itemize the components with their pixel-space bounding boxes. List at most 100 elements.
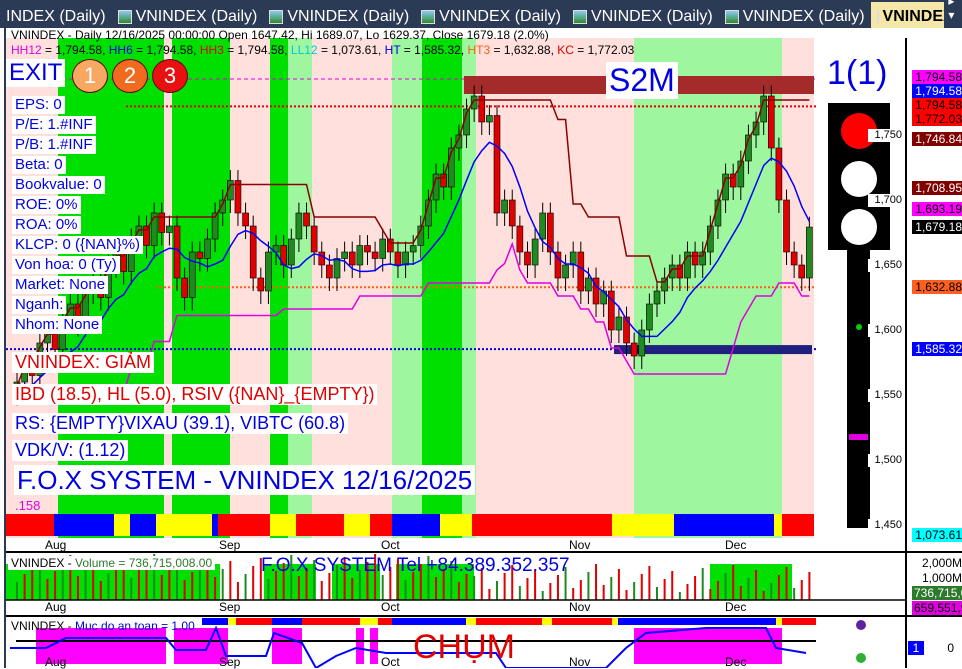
candle — [265, 251, 272, 292]
volume-bar — [724, 573, 727, 600]
price-label: 1,794.58 — [912, 98, 962, 113]
volume-bar — [518, 586, 521, 600]
trend-bar-segment — [156, 514, 174, 536]
candle — [257, 277, 265, 292]
ibd-label: IBD (18.5), HL (5.0), RSIV ({NAN}_{EMPTY… — [12, 384, 378, 405]
volume-bar — [206, 556, 209, 600]
safety-top-bar — [476, 618, 542, 625]
safety-top-bar — [236, 618, 272, 625]
trend-bar-segment — [774, 514, 782, 536]
volume-bar — [115, 565, 118, 600]
safety-top-bar — [552, 618, 612, 625]
volume-bar — [488, 589, 491, 600]
tab-label: VNINDEX (Daily) — [590, 8, 713, 25]
volume-bar — [755, 570, 758, 600]
volume-bar — [320, 581, 323, 600]
candle — [318, 251, 326, 266]
safety-band — [636, 628, 782, 664]
candle — [219, 199, 227, 214]
level-key: LL12 — [290, 43, 318, 57]
level-key: HH12 — [11, 43, 42, 57]
volume-tick: 1,000M — [921, 571, 962, 585]
trend-bar-segment — [392, 514, 440, 536]
status-label: VNINDEX: GIẢM — [12, 352, 155, 373]
candle — [394, 251, 402, 266]
safety-symbol: VNINDEX - — [11, 619, 76, 633]
candle — [402, 251, 409, 266]
volume-bar — [259, 558, 262, 600]
chum-label: CHỤM — [413, 628, 515, 666]
tab-3[interactable]: VNINDEX (Daily) — [415, 2, 567, 28]
volume-bar — [595, 564, 598, 600]
candle — [638, 329, 646, 357]
candle — [630, 342, 638, 357]
candle — [607, 290, 615, 331]
candle — [547, 212, 554, 253]
volume-bar — [221, 569, 224, 600]
volume-bar — [366, 562, 369, 600]
level-value: = 1,794.58, — [223, 43, 291, 57]
tab-2[interactable]: VNINDEX (Daily) — [263, 2, 415, 28]
y-tick-label: 1,700 — [868, 194, 904, 207]
candle — [737, 160, 745, 188]
exit-button-2[interactable]: 2 — [112, 59, 148, 93]
candle — [387, 238, 394, 253]
volume-bar — [457, 582, 460, 600]
candle — [326, 264, 333, 279]
tab-6[interactable]: VNINDEX (Dai — [870, 2, 945, 28]
volume-bar — [267, 579, 270, 600]
signal-count: 1(1) — [827, 54, 888, 92]
candle — [767, 95, 775, 149]
volume-bar — [38, 558, 41, 600]
level-key: HH6 — [108, 43, 133, 57]
info-item: Nganh: — [12, 296, 67, 314]
volume-title: VNINDEX - Volume = 736,715,008.00 — [8, 556, 216, 570]
month-label: Oct — [381, 655, 400, 669]
candle — [181, 277, 188, 298]
candle — [577, 251, 585, 292]
exit-button-3[interactable]: 3 — [152, 59, 188, 93]
chart-icon — [269, 10, 284, 24]
candle — [501, 199, 508, 214]
tab-4[interactable]: VNINDEX (Daily) — [567, 2, 719, 28]
safety-line — [10, 625, 807, 668]
candle — [440, 173, 447, 188]
volume-bar — [183, 580, 186, 600]
trend-bar-segment — [212, 514, 218, 536]
tab-scroll-buttons[interactable]: ◂ ▸ ▾ — [948, 0, 955, 22]
volume-bar — [275, 571, 278, 600]
chart-window[interactable]: VNINDEX - Daily 12/16/2025 00:00:00 Open… — [4, 28, 962, 669]
candle — [470, 95, 478, 110]
volume-bar — [808, 572, 811, 600]
exit-button-1[interactable]: 1 — [72, 59, 108, 93]
candle — [310, 225, 318, 253]
candle — [508, 199, 516, 227]
volume-bar — [381, 575, 384, 600]
volume-bar — [419, 564, 422, 600]
month-label: Sep — [219, 655, 241, 669]
volume-bar — [701, 568, 704, 600]
tab-0[interactable]: INDEX (Daily) — [0, 2, 112, 28]
volume-bar — [351, 578, 354, 600]
month-label: Dec — [725, 655, 747, 669]
trend-bar-segment — [296, 514, 344, 536]
volume-bar — [313, 560, 316, 600]
candle — [623, 316, 630, 344]
tab-label: VNINDEX (Dai — [882, 8, 945, 25]
tab-5[interactable]: VNINDEX (Daily) — [719, 2, 871, 28]
trend-bar-segment — [370, 514, 392, 536]
tab-1[interactable]: VNINDEX (Daily) — [112, 2, 264, 28]
purple-dot — [856, 620, 866, 630]
info-item: Bookvalue: 0 — [12, 176, 105, 194]
price-label: 1,693.19 — [912, 201, 962, 216]
volume-bar — [526, 578, 529, 600]
trend-bar-segment — [218, 514, 270, 536]
rs-label: RS: {EMPTY}VIXAU (39.1), VIBTC (60.8) — [12, 413, 349, 434]
price-label: 1,073.61 — [912, 528, 962, 542]
candle — [188, 251, 196, 298]
price-chart[interactable] — [6, 28, 962, 668]
candle — [592, 277, 600, 305]
level-value: = 1,772.03 — [573, 43, 635, 57]
volume-bar — [16, 582, 18, 600]
info-item: P/B: 1.#INF — [12, 136, 96, 154]
